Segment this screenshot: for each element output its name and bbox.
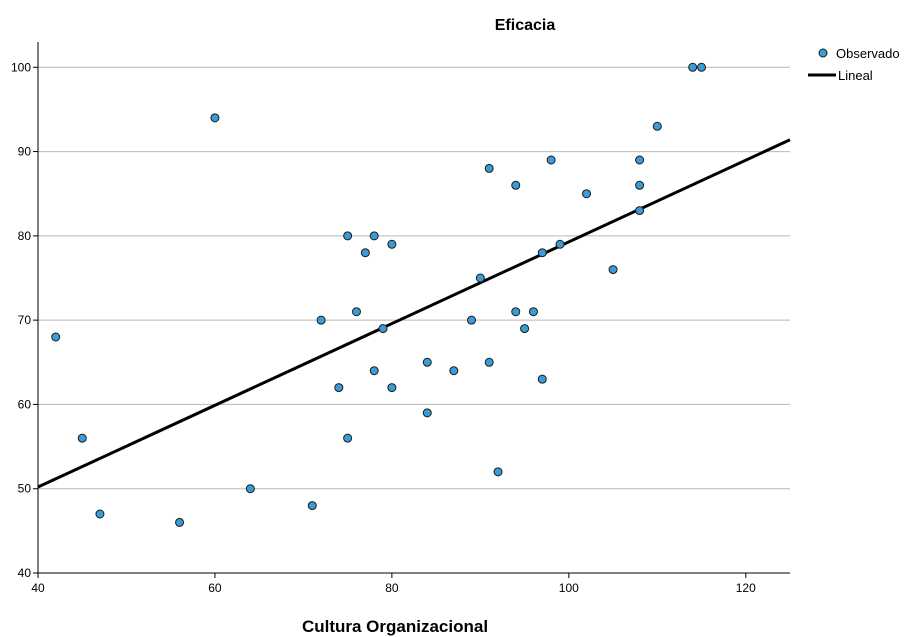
x-tick-label: 120 [736,581,756,595]
data-point [484,163,494,173]
data-point [546,155,556,165]
data-point [343,231,353,241]
data-point [475,273,485,283]
data-point [360,248,370,258]
data-point [652,121,662,131]
legend: Observado Lineal [808,46,900,83]
fit-line [37,138,791,489]
data-point [422,408,432,418]
y-tick-label: 90 [18,145,32,159]
data-point [467,315,477,325]
data-point [245,484,255,494]
data-point [582,189,592,199]
data-point [635,206,645,216]
x-axis-ticks: 40 60 80 100 120 [31,573,756,595]
fit-line-layer [37,138,791,489]
data-point [95,509,105,519]
y-tick-label: 60 [18,397,32,411]
data-point [77,433,87,443]
data-point [387,383,397,393]
data-point [520,324,530,334]
legend-lineal-label: Lineal [838,68,873,83]
data-point [537,248,547,258]
legend-observado-label: Observado [836,46,900,61]
x-axis-label: Cultura Organizacional [302,617,488,636]
data-point [422,357,432,367]
y-tick-label: 70 [18,313,32,327]
data-point [635,180,645,190]
data-point [369,366,379,376]
data-point [210,113,220,123]
x-tick-label: 80 [385,581,399,595]
data-point [697,62,707,72]
legend-observado-marker [818,48,828,58]
data-point [484,357,494,367]
x-tick-label: 40 [31,581,45,595]
data-point [608,265,618,275]
data-point [449,366,459,376]
y-tick-label: 80 [18,229,32,243]
data-point [387,239,397,249]
data-point [493,467,503,477]
chart-title: Eficacia [495,17,556,34]
y-tick-label: 50 [18,482,32,496]
data-point [511,180,521,190]
data-point [351,307,361,317]
data-point [688,62,698,72]
data-point [555,239,565,249]
data-point [334,383,344,393]
data-point [528,307,538,317]
data-point [369,231,379,241]
y-tick-label: 40 [18,566,32,580]
x-tick-label: 60 [208,581,222,595]
data-point [343,433,353,443]
points-layer [51,62,707,527]
data-point [316,315,326,325]
data-point [537,374,547,384]
y-tick-label: 100 [11,60,31,74]
data-point [51,332,61,342]
grid-lines [38,66,790,490]
y-axis-ticks: 40 50 60 70 80 90 100 [11,60,38,580]
data-point [511,307,521,317]
data-point [307,501,317,511]
data-point [378,324,388,334]
data-point [635,155,645,165]
data-point [175,517,185,527]
x-tick-label: 100 [559,581,579,595]
